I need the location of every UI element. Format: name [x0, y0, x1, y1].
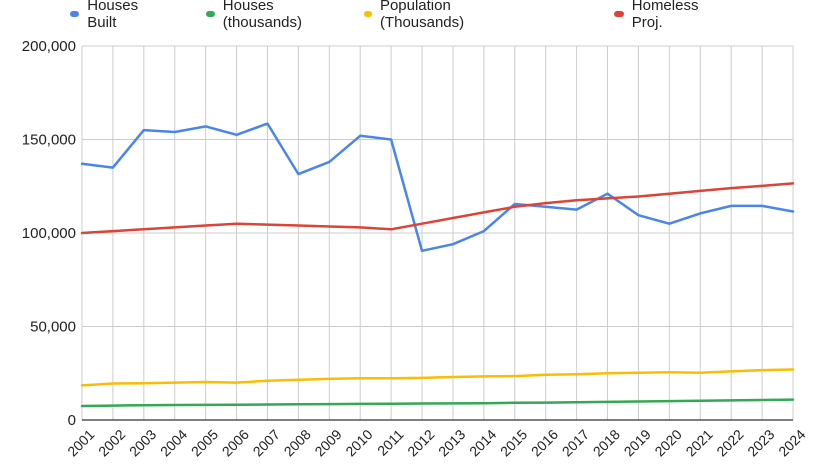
x-tick-label: 2005 [188, 426, 221, 459]
x-tick-label: 2020 [651, 426, 684, 459]
x-tick-label: 2013 [435, 426, 468, 459]
x-tick-label: 2001 [64, 426, 97, 459]
legend-item: Homeless Proj. [614, 0, 703, 31]
x-tick-label: 2008 [281, 426, 314, 459]
legend-label: Houses Built [87, 0, 139, 31]
chart-series [80, 122, 795, 408]
x-tick-label: 2006 [219, 426, 252, 459]
x-axis-ticks: 2001200220032004200520062007200820092010… [64, 426, 808, 459]
legend-swatch [614, 11, 624, 17]
series-line-population-thousands [80, 368, 795, 387]
legend-label: Houses (thousands) [222, 0, 303, 31]
y-axis-ticks: 0 50,000 100,000 150,000 200,000 [22, 38, 76, 429]
x-tick-label: 2014 [466, 426, 499, 459]
legend-item: Population (Thousands) [364, 0, 470, 31]
x-tick-label: 2011 [374, 426, 407, 459]
x-tick-label: 2010 [342, 426, 375, 459]
x-tick-label: 2023 [744, 426, 777, 459]
y-tick-label: 100,000 [22, 225, 76, 242]
legend-swatch [70, 11, 80, 17]
y-tick-label: 200,000 [22, 38, 76, 55]
legend-label: Population (Thousands) [379, 0, 465, 31]
x-tick-label: 2004 [157, 426, 190, 459]
y-tick-label: 50,000 [30, 319, 76, 336]
series-line-houses-thousands [80, 398, 795, 408]
x-tick-label: 2016 [528, 426, 561, 459]
x-tick-label: 2022 [713, 426, 746, 459]
x-tick-label: 2021 [682, 426, 715, 459]
x-tick-label: 2017 [559, 426, 592, 459]
x-tick-label: 2009 [311, 426, 344, 459]
y-tick-label: 0 [68, 412, 76, 429]
series-line-homeless-proj [80, 182, 795, 235]
x-tick-label: 2012 [404, 426, 437, 459]
series-line-houses-built [80, 122, 795, 253]
x-tick-label: 2007 [250, 426, 283, 459]
legend-item: Houses (thousands) [206, 0, 307, 31]
x-tick-label: 2024 [775, 426, 808, 459]
legend-swatch [206, 11, 215, 17]
legend-swatch [364, 11, 372, 17]
legend-label: Homeless Proj. [631, 0, 699, 31]
y-tick-label: 150,000 [22, 132, 76, 149]
x-tick-label: 2019 [621, 426, 654, 459]
chart-grid [81, 45, 794, 420]
x-tick-label: 2018 [590, 426, 623, 459]
legend-item: Houses Built [70, 0, 143, 31]
x-tick-label: 2003 [126, 426, 159, 459]
x-tick-label: 2002 [95, 426, 128, 459]
x-tick-label: 2015 [497, 426, 530, 459]
